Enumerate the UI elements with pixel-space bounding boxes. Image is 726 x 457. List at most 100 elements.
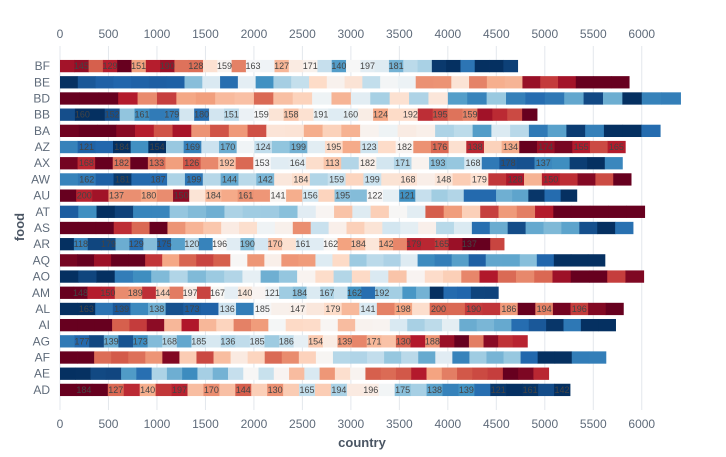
bar-segment[interactable]: [308, 335, 324, 348]
bar-segment[interactable]: [298, 108, 314, 121]
bar-segment[interactable]: [283, 108, 299, 121]
bar-segment[interactable]: [60, 286, 75, 299]
bar-segment[interactable]: [533, 367, 550, 380]
bar-segment[interactable]: [366, 254, 384, 267]
bar-segment[interactable]: [89, 335, 105, 348]
bar-segment[interactable]: [486, 76, 506, 89]
bar-segment[interactable]: [167, 221, 186, 235]
bar-segment[interactable]: [626, 205, 646, 218]
bar-segment[interactable]: [77, 302, 96, 316]
bar-segment[interactable]: [273, 367, 290, 380]
bar-segment[interactable]: [434, 173, 454, 186]
bar-segment[interactable]: [103, 335, 119, 348]
bar-segment[interactable]: [570, 270, 590, 283]
bar-segment[interactable]: [622, 92, 643, 105]
bar-segment[interactable]: [112, 157, 131, 170]
bar-segment[interactable]: [415, 76, 434, 89]
bar-segment[interactable]: [441, 367, 458, 380]
bar-segment[interactable]: [494, 318, 512, 332]
bar-segment[interactable]: [507, 221, 526, 235]
bar-segment[interactable]: [570, 254, 589, 267]
bar-segment[interactable]: [268, 108, 285, 121]
bar-segment[interactable]: [352, 335, 368, 348]
bar-segment[interactable]: [402, 108, 419, 121]
bar-segment[interactable]: [463, 189, 481, 202]
bar-segment[interactable]: [378, 383, 396, 397]
bar-segment[interactable]: [443, 205, 463, 218]
bar-segment[interactable]: [479, 270, 499, 283]
bar-segment[interactable]: [268, 318, 287, 332]
bar-segment[interactable]: [420, 238, 436, 251]
bar-segment[interactable]: [544, 92, 565, 105]
bar-segment[interactable]: [554, 140, 573, 154]
bar-segment[interactable]: [388, 270, 407, 283]
bar-segment[interactable]: [510, 124, 530, 138]
bar-segment[interactable]: [304, 367, 321, 380]
bar-segment[interactable]: [285, 318, 304, 332]
bar-segment[interactable]: [460, 59, 476, 73]
bar-segment[interactable]: [436, 221, 455, 235]
bar-segment[interactable]: [535, 205, 554, 218]
bar-segment[interactable]: [203, 59, 218, 73]
bar-segment[interactable]: [92, 189, 109, 202]
bar-segment[interactable]: [498, 335, 514, 348]
bar-segment[interactable]: [131, 59, 147, 73]
bar-segment[interactable]: [407, 318, 425, 332]
bar-segment[interactable]: [358, 157, 377, 170]
bar-segment[interactable]: [184, 238, 200, 251]
bar-segment[interactable]: [191, 335, 207, 348]
bar-segment[interactable]: [516, 205, 536, 218]
bar-segment[interactable]: [615, 221, 634, 235]
bar-segment[interactable]: [607, 270, 626, 283]
bar-segment[interactable]: [176, 92, 197, 105]
bar-segment[interactable]: [373, 108, 389, 121]
bar-segment[interactable]: [113, 76, 132, 89]
bar-segment[interactable]: [113, 173, 132, 186]
bar-segment[interactable]: [255, 76, 274, 89]
bar-segment[interactable]: [474, 59, 490, 73]
bar-segment[interactable]: [253, 157, 272, 170]
bar-segment[interactable]: [382, 189, 400, 202]
bar-segment[interactable]: [271, 140, 291, 154]
bar-segment[interactable]: [604, 157, 623, 170]
bar-segment[interactable]: [425, 335, 441, 348]
bar-segment[interactable]: [73, 238, 89, 251]
bar-segment[interactable]: [454, 335, 470, 348]
bar-segment[interactable]: [238, 286, 253, 299]
bar-segment[interactable]: [145, 254, 163, 267]
bar-segment[interactable]: [282, 238, 297, 251]
bar-segment[interactable]: [359, 302, 378, 316]
bar-segment[interactable]: [322, 124, 342, 138]
bar-segment[interactable]: [418, 221, 437, 235]
bar-segment[interactable]: [94, 254, 112, 267]
bar-segment[interactable]: [481, 157, 500, 170]
bar-segment[interactable]: [164, 318, 182, 332]
bar-segment[interactable]: [512, 335, 528, 348]
bar-segment[interactable]: [174, 59, 190, 73]
bar-segment[interactable]: [119, 108, 135, 121]
bar-segment[interactable]: [377, 140, 397, 154]
bar-segment[interactable]: [345, 173, 364, 186]
bar-segment[interactable]: [536, 140, 556, 154]
bar-segment[interactable]: [169, 205, 189, 218]
bar-segment[interactable]: [306, 286, 321, 299]
bar-segment[interactable]: [107, 383, 125, 397]
bar-segment[interactable]: [151, 205, 171, 218]
bar-segment[interactable]: [156, 189, 174, 202]
bar-segment[interactable]: [206, 335, 222, 348]
bar-segment[interactable]: [435, 351, 453, 364]
bar-segment[interactable]: [488, 173, 507, 186]
bar-segment[interactable]: [613, 173, 632, 186]
bar-segment[interactable]: [587, 254, 606, 267]
bar-segment[interactable]: [561, 221, 580, 235]
bar-segment[interactable]: [77, 157, 96, 170]
bar-segment[interactable]: [200, 157, 219, 170]
bar-segment[interactable]: [413, 140, 432, 154]
bar-segment[interactable]: [324, 140, 344, 154]
bar-segment[interactable]: [235, 383, 252, 397]
bar-segment[interactable]: [536, 254, 555, 267]
bar-segment[interactable]: [128, 286, 143, 299]
bar-segment[interactable]: [60, 59, 75, 73]
bar-segment[interactable]: [94, 318, 113, 332]
bar-segment[interactable]: [446, 59, 461, 73]
